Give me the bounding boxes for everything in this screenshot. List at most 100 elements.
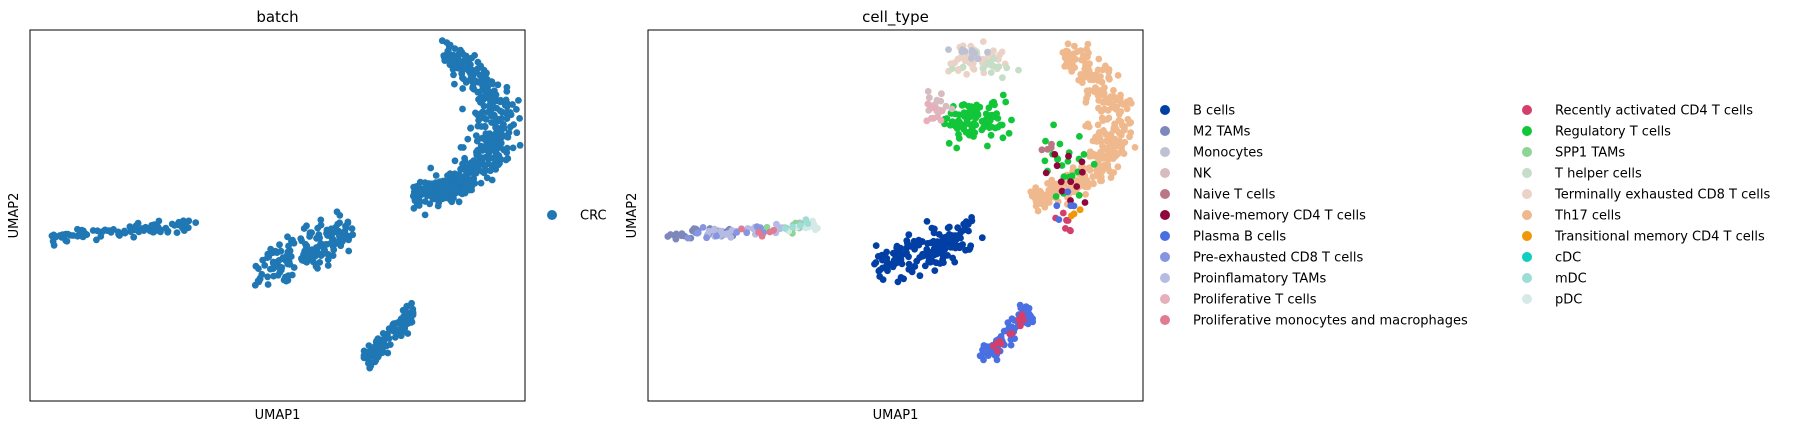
- scatter-point: [513, 106, 520, 113]
- legend-marker: [1522, 210, 1532, 220]
- scatter-point: [348, 225, 356, 233]
- scatter-point: [900, 275, 907, 283]
- scatter-point: [1051, 151, 1059, 158]
- scatter-point: [409, 308, 417, 316]
- scatter-point: [298, 256, 306, 264]
- scatter-point: [905, 260, 913, 268]
- scatter-point: [258, 270, 266, 278]
- scatter-point: [1050, 121, 1057, 129]
- scatter-point: [484, 76, 491, 84]
- scatter-point: [1110, 87, 1117, 94]
- scatter-point: [967, 242, 975, 250]
- scatter-point: [921, 262, 929, 270]
- scatter-point: [916, 272, 924, 280]
- scatter-point: [923, 117, 931, 125]
- scatter-point: [484, 109, 491, 116]
- scatter-point: [463, 179, 470, 187]
- scatter-point: [997, 121, 1004, 129]
- scatter-point: [317, 216, 325, 224]
- scatter-point: [1085, 123, 1093, 131]
- scatter-point: [472, 109, 479, 117]
- scatter-point: [438, 37, 446, 45]
- scatter-point: [699, 224, 707, 231]
- scatter-point: [1092, 84, 1099, 92]
- scatter-point: [979, 65, 987, 72]
- scatter-point: [814, 224, 821, 232]
- scatter-point: [342, 234, 350, 242]
- scatter-point: [910, 263, 918, 270]
- scatter-point: [923, 245, 931, 253]
- scatter-point: [477, 99, 484, 106]
- scatter-point: [259, 256, 267, 264]
- scatter-point: [974, 55, 982, 63]
- scatter-point: [1065, 152, 1072, 160]
- scatter-point: [967, 111, 975, 119]
- scatter-point: [255, 265, 262, 272]
- scatter-point: [370, 343, 378, 351]
- scatter-point: [349, 231, 357, 239]
- scatter-point: [302, 240, 309, 248]
- scatter-point: [1131, 144, 1139, 151]
- scatter-point: [501, 101, 509, 109]
- legend-label: Proliferative monocytes and macrophages: [1193, 314, 1468, 329]
- scatter-point: [439, 195, 447, 202]
- scatter-point: [1109, 100, 1117, 107]
- scatter-points: [664, 38, 1139, 364]
- scatter-point: [472, 132, 480, 140]
- scatter-point: [1095, 104, 1102, 112]
- scatter-point: [450, 71, 457, 79]
- scatter-point: [121, 229, 129, 237]
- scatter-point: [1041, 203, 1049, 211]
- scatter-point: [1089, 76, 1097, 84]
- scatter-point: [1065, 63, 1073, 70]
- scatter-point: [331, 227, 339, 235]
- legend-label: CRC: [580, 209, 607, 224]
- scatter-point: [1048, 140, 1055, 148]
- scatter-point: [1099, 99, 1107, 106]
- scatter-point: [924, 88, 932, 95]
- scatter-point: [1124, 115, 1132, 123]
- scatter-point: [930, 229, 938, 237]
- scatter-point: [1073, 183, 1081, 190]
- scatter-point: [492, 138, 499, 146]
- scatter-point: [1024, 320, 1032, 328]
- scatter-point: [1063, 216, 1070, 224]
- scatter-point: [415, 187, 422, 194]
- scatter-point: [1100, 161, 1108, 169]
- scatter-point: [1048, 176, 1056, 184]
- scatter-point: [789, 223, 796, 231]
- scatter-point: [987, 58, 995, 65]
- scatter-point: [426, 200, 434, 208]
- scatter-point: [999, 134, 1007, 142]
- axes-frame: [29, 29, 526, 402]
- scatter-point: [1055, 216, 1063, 224]
- scatter-point: [1115, 110, 1123, 118]
- scatter-point: [703, 234, 710, 242]
- scatter-point: [276, 241, 283, 249]
- scatter-point: [1114, 72, 1122, 79]
- scatter-point: [457, 58, 465, 66]
- scatter-point: [502, 96, 510, 104]
- scatter-point: [1086, 152, 1094, 160]
- scatter-point: [460, 75, 467, 83]
- scatter-point: [1109, 147, 1116, 155]
- scatter-point: [1110, 169, 1118, 176]
- legend-marker: [1522, 252, 1532, 262]
- scatter-point: [926, 102, 934, 109]
- scatter-point: [410, 204, 418, 212]
- scatter-point: [50, 241, 58, 249]
- scatter-point: [386, 341, 394, 348]
- scatter-point: [1107, 154, 1115, 161]
- scatter-point: [940, 259, 947, 266]
- scatter-point: [987, 131, 995, 139]
- scatter-point: [503, 88, 511, 95]
- scatter-point: [469, 84, 476, 92]
- scatter-point: [285, 242, 292, 250]
- scatter-point: [1036, 187, 1044, 195]
- scatter-point: [264, 273, 271, 281]
- scatter-point: [143, 224, 151, 232]
- scatter-point: [872, 242, 880, 250]
- scatter-point: [1117, 100, 1125, 107]
- scatter-point: [428, 180, 436, 188]
- scatter-point: [62, 237, 70, 245]
